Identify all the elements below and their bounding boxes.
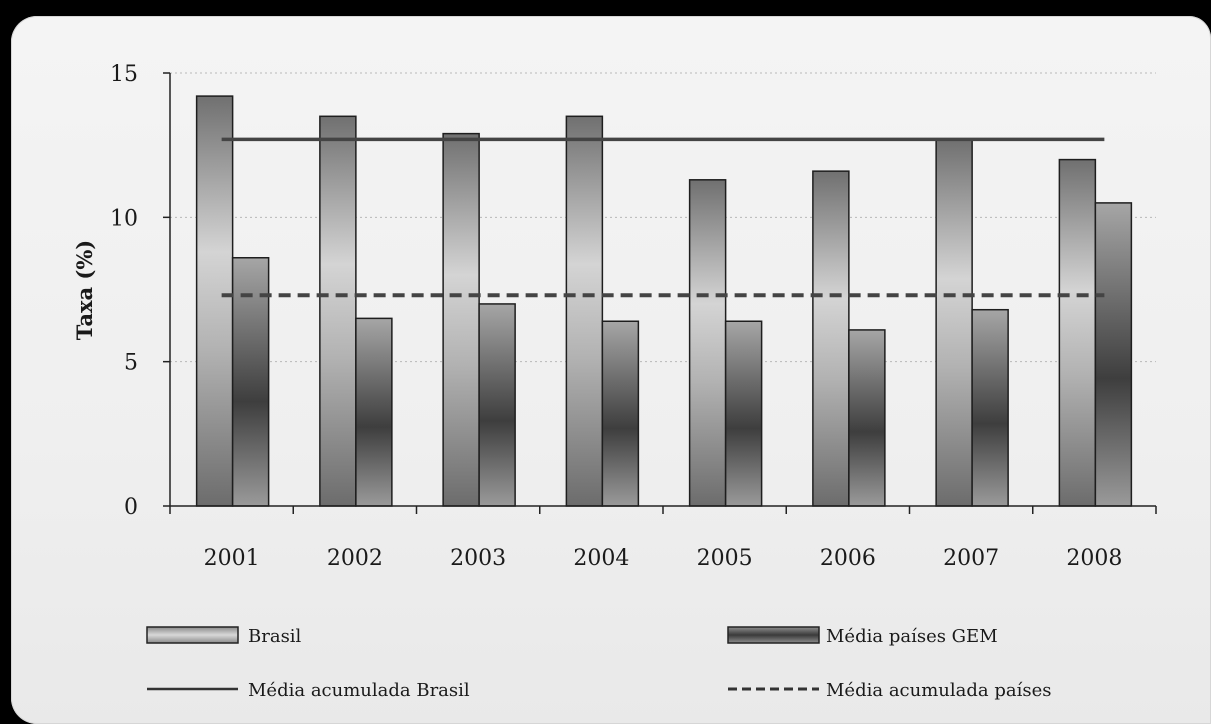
legend-item-media-acumulada-paises: Média acumulada países <box>728 680 1051 701</box>
bar-brasil-2008 <box>1058 158 1097 507</box>
x-tick-label: 2003 <box>450 546 506 571</box>
bar-brasil-2005 <box>688 179 727 507</box>
legend-label-media-gem: Média países GEM <box>826 626 998 647</box>
legend-item-brasil: Brasil <box>146 626 302 647</box>
bar-brasil-2002 <box>319 115 357 507</box>
bar-media-gem-2003 <box>478 303 516 507</box>
bar-brasil-2004 <box>565 115 604 507</box>
y-tick-label: 0 <box>124 495 138 520</box>
bar-media-gem-2005 <box>724 320 763 507</box>
x-tick-label: 2001 <box>204 546 260 571</box>
x-tick-label: 2006 <box>820 546 876 571</box>
y-tick-label: 15 <box>110 62 138 87</box>
bar-media-gem-2006 <box>848 329 886 507</box>
bar-brasil-2001 <box>195 95 234 507</box>
y-tick-label: 5 <box>124 351 138 376</box>
legend-swatch-brasil <box>146 626 239 644</box>
bar-media-gem-2008 <box>1094 202 1133 507</box>
legend-swatch-media-gem <box>727 626 820 644</box>
bar-media-gem-2002 <box>355 317 393 507</box>
bar-brasil-2006 <box>812 170 850 507</box>
legend-item-media-acumulada-brasil: Média acumulada Brasil <box>147 680 470 701</box>
y-axis-label: Taxa (%) <box>72 240 97 341</box>
legend-label-media-acumulada-brasil: Média acumulada Brasil <box>248 680 470 701</box>
x-tick-label: 2002 <box>327 546 383 571</box>
x-tick-label: 2007 <box>943 546 999 571</box>
bar-brasil-2007 <box>935 138 973 507</box>
bar-brasil-2003 <box>442 132 480 507</box>
bars <box>195 95 1133 507</box>
legend-label-media-acumulada-paises: Média acumulada países <box>826 680 1051 701</box>
reference-lines <box>221 137 1105 298</box>
legend-item-media-gem: Média países GEM <box>727 626 998 647</box>
x-tick-label: 2004 <box>573 546 629 571</box>
x-tick-label: 2008 <box>1066 546 1122 571</box>
legend-label-brasil: Brasil <box>248 626 302 647</box>
axes: 0 5 10 15 2001 2002 2003 2004 2005 2006 2007 2008 <box>110 62 1157 571</box>
bar-media-gem-2007 <box>971 308 1009 507</box>
x-tick-label: 2005 <box>697 546 753 571</box>
legend: Brasil Média países GEM Média acumulada … <box>146 626 1051 701</box>
y-tick-label: 10 <box>110 206 138 231</box>
bar-media-gem-2004 <box>601 320 640 507</box>
